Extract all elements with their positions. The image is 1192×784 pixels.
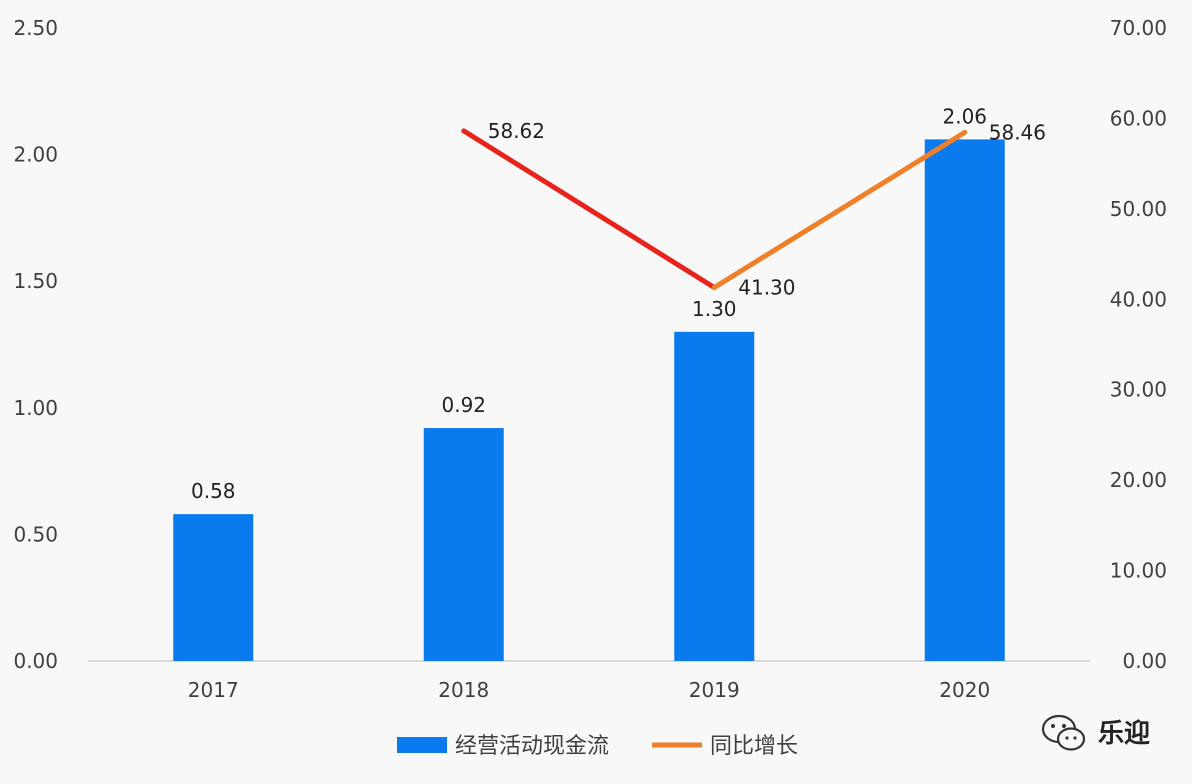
bar (423, 428, 504, 661)
y-left-tick-label: 2.50 (13, 16, 58, 40)
wechat-icon (1041, 714, 1086, 751)
y-left-tick-label: 2.00 (13, 143, 58, 167)
line-data-label: 58.62 (488, 119, 545, 143)
legend-label-bar: 经营活动现金流 (455, 734, 609, 759)
bar-data-label: 0.58 (191, 479, 236, 503)
y-right-tick-label: 70.00 (1110, 16, 1167, 40)
x-tick-label: 2018 (438, 678, 489, 702)
y-right-tick-label: 0.00 (1122, 649, 1167, 673)
x-tick-label: 2020 (939, 678, 990, 702)
x-tick-label: 2017 (188, 678, 239, 702)
series-line-segment (711, 129, 968, 291)
y-left-tick-label: 1.50 (13, 269, 58, 293)
y-left-tick-label: 1.00 (13, 396, 58, 420)
legend-label-line: 同比增长 (710, 734, 798, 759)
y-right-tick-label: 10.00 (1110, 559, 1167, 583)
line-layer (461, 128, 968, 291)
x-tick-label: 2019 (689, 678, 740, 702)
y-right-tick-label: 60.00 (1110, 106, 1167, 130)
labels-layer: 0.58 0.92 1.30 2.06 58.62 41.30 58.46 (191, 104, 1046, 503)
line-data-label: 41.30 (738, 276, 795, 300)
y-left-tick-label: 0.00 (13, 649, 58, 673)
bar (674, 331, 755, 661)
watermark-text: 乐迎 (1098, 718, 1150, 749)
y-left-tick-label: 0.50 (13, 522, 58, 546)
bar (173, 514, 254, 661)
line-data-label: 58.46 (989, 120, 1046, 144)
bar-data-label: 1.30 (692, 297, 737, 321)
legend-swatch-bar (397, 737, 447, 753)
bar-data-label: 0.92 (441, 393, 486, 417)
y-right-tick-label: 40.00 (1110, 287, 1167, 311)
axes-layer: 0.00 0.50 1.00 1.50 2.00 2.50 0.00 10.00 20.00 30… (13, 16, 1167, 702)
y-right-tick-label: 50.00 (1110, 197, 1167, 221)
y-right-tick-label: 20.00 (1110, 468, 1167, 492)
bar-data-label: 2.06 (942, 104, 987, 128)
legend: 经营活动现金流 同比增长 (397, 734, 798, 759)
watermark: 乐迎 (1041, 714, 1150, 751)
y-right-tick-label: 30.00 (1110, 378, 1167, 402)
bars-layer (173, 139, 1005, 661)
series-line-segment (461, 128, 717, 291)
bar (924, 139, 1005, 661)
